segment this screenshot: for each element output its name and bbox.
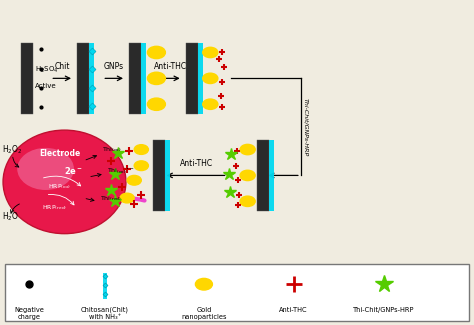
Text: $\mathrm{HRP_{(red)}}$: $\mathrm{HRP_{(red)}}$ [43, 204, 68, 212]
Text: Anti-THC: Anti-THC [279, 307, 308, 313]
Text: Active: Active [35, 84, 56, 89]
Text: Negative
charge: Negative charge [14, 307, 44, 320]
FancyBboxPatch shape [103, 273, 107, 299]
FancyBboxPatch shape [89, 43, 94, 114]
Text: $\mathrm{H_2O}$: $\mathrm{H_2O}$ [1, 210, 18, 223]
FancyBboxPatch shape [77, 43, 89, 114]
Circle shape [134, 161, 148, 171]
Circle shape [203, 99, 218, 110]
FancyBboxPatch shape [21, 43, 33, 114]
Ellipse shape [3, 130, 126, 234]
FancyBboxPatch shape [5, 265, 469, 321]
Text: Anti-THC: Anti-THC [180, 159, 213, 168]
FancyBboxPatch shape [165, 140, 170, 211]
Circle shape [203, 73, 218, 84]
FancyBboxPatch shape [257, 140, 269, 211]
FancyBboxPatch shape [129, 43, 141, 114]
Text: Gold
nanoparticles: Gold nanoparticles [181, 307, 227, 320]
Text: Chit: Chit [55, 62, 70, 71]
FancyBboxPatch shape [198, 43, 203, 114]
Circle shape [147, 72, 165, 84]
Text: Anti-THC: Anti-THC [154, 62, 187, 71]
Text: Thi-Chit/GNPs-HRP: Thi-Chit/GNPs-HRP [303, 98, 308, 156]
Circle shape [240, 170, 255, 181]
FancyBboxPatch shape [269, 140, 273, 211]
Circle shape [134, 145, 148, 154]
Circle shape [147, 98, 165, 110]
Text: $\mathrm{HRP_{(ox)}}$: $\mathrm{HRP_{(ox)}}$ [48, 183, 72, 191]
Circle shape [203, 47, 218, 58]
Text: $\mathrm{H_2O_2}$: $\mathrm{H_2O_2}$ [1, 144, 22, 156]
Text: Thi-Chit/GNPs-HRP: Thi-Chit/GNPs-HRP [353, 307, 414, 313]
Text: $\mathrm{H_2SO_4}$: $\mathrm{H_2SO_4}$ [35, 65, 58, 75]
Circle shape [195, 279, 212, 290]
Ellipse shape [17, 148, 74, 190]
Circle shape [147, 46, 165, 58]
Text: Electrode: Electrode [39, 149, 81, 158]
Circle shape [240, 196, 255, 206]
Text: GNPs: GNPs [104, 62, 124, 71]
FancyBboxPatch shape [153, 140, 165, 211]
FancyBboxPatch shape [141, 43, 146, 114]
FancyBboxPatch shape [186, 43, 198, 114]
Text: $\mathrm{Thi_{(ox)}}$: $\mathrm{Thi_{(ox)}}$ [102, 146, 122, 154]
Circle shape [127, 176, 141, 185]
Circle shape [120, 193, 134, 203]
Text: $\mathrm{Thi_{(ox)}}^{\bullet-}$: $\mathrm{Thi_{(ox)}}^{\bullet-}$ [107, 167, 134, 175]
Circle shape [240, 144, 255, 155]
Text: Chitosan(Chit)
with NH₃⁺: Chitosan(Chit) with NH₃⁺ [81, 307, 128, 320]
Text: $\mathrm{Thi_{(red)}}$: $\mathrm{Thi_{(red)}}$ [100, 194, 122, 202]
Text: $\mathbf{2e^-}$: $\mathbf{2e^-}$ [64, 165, 83, 176]
